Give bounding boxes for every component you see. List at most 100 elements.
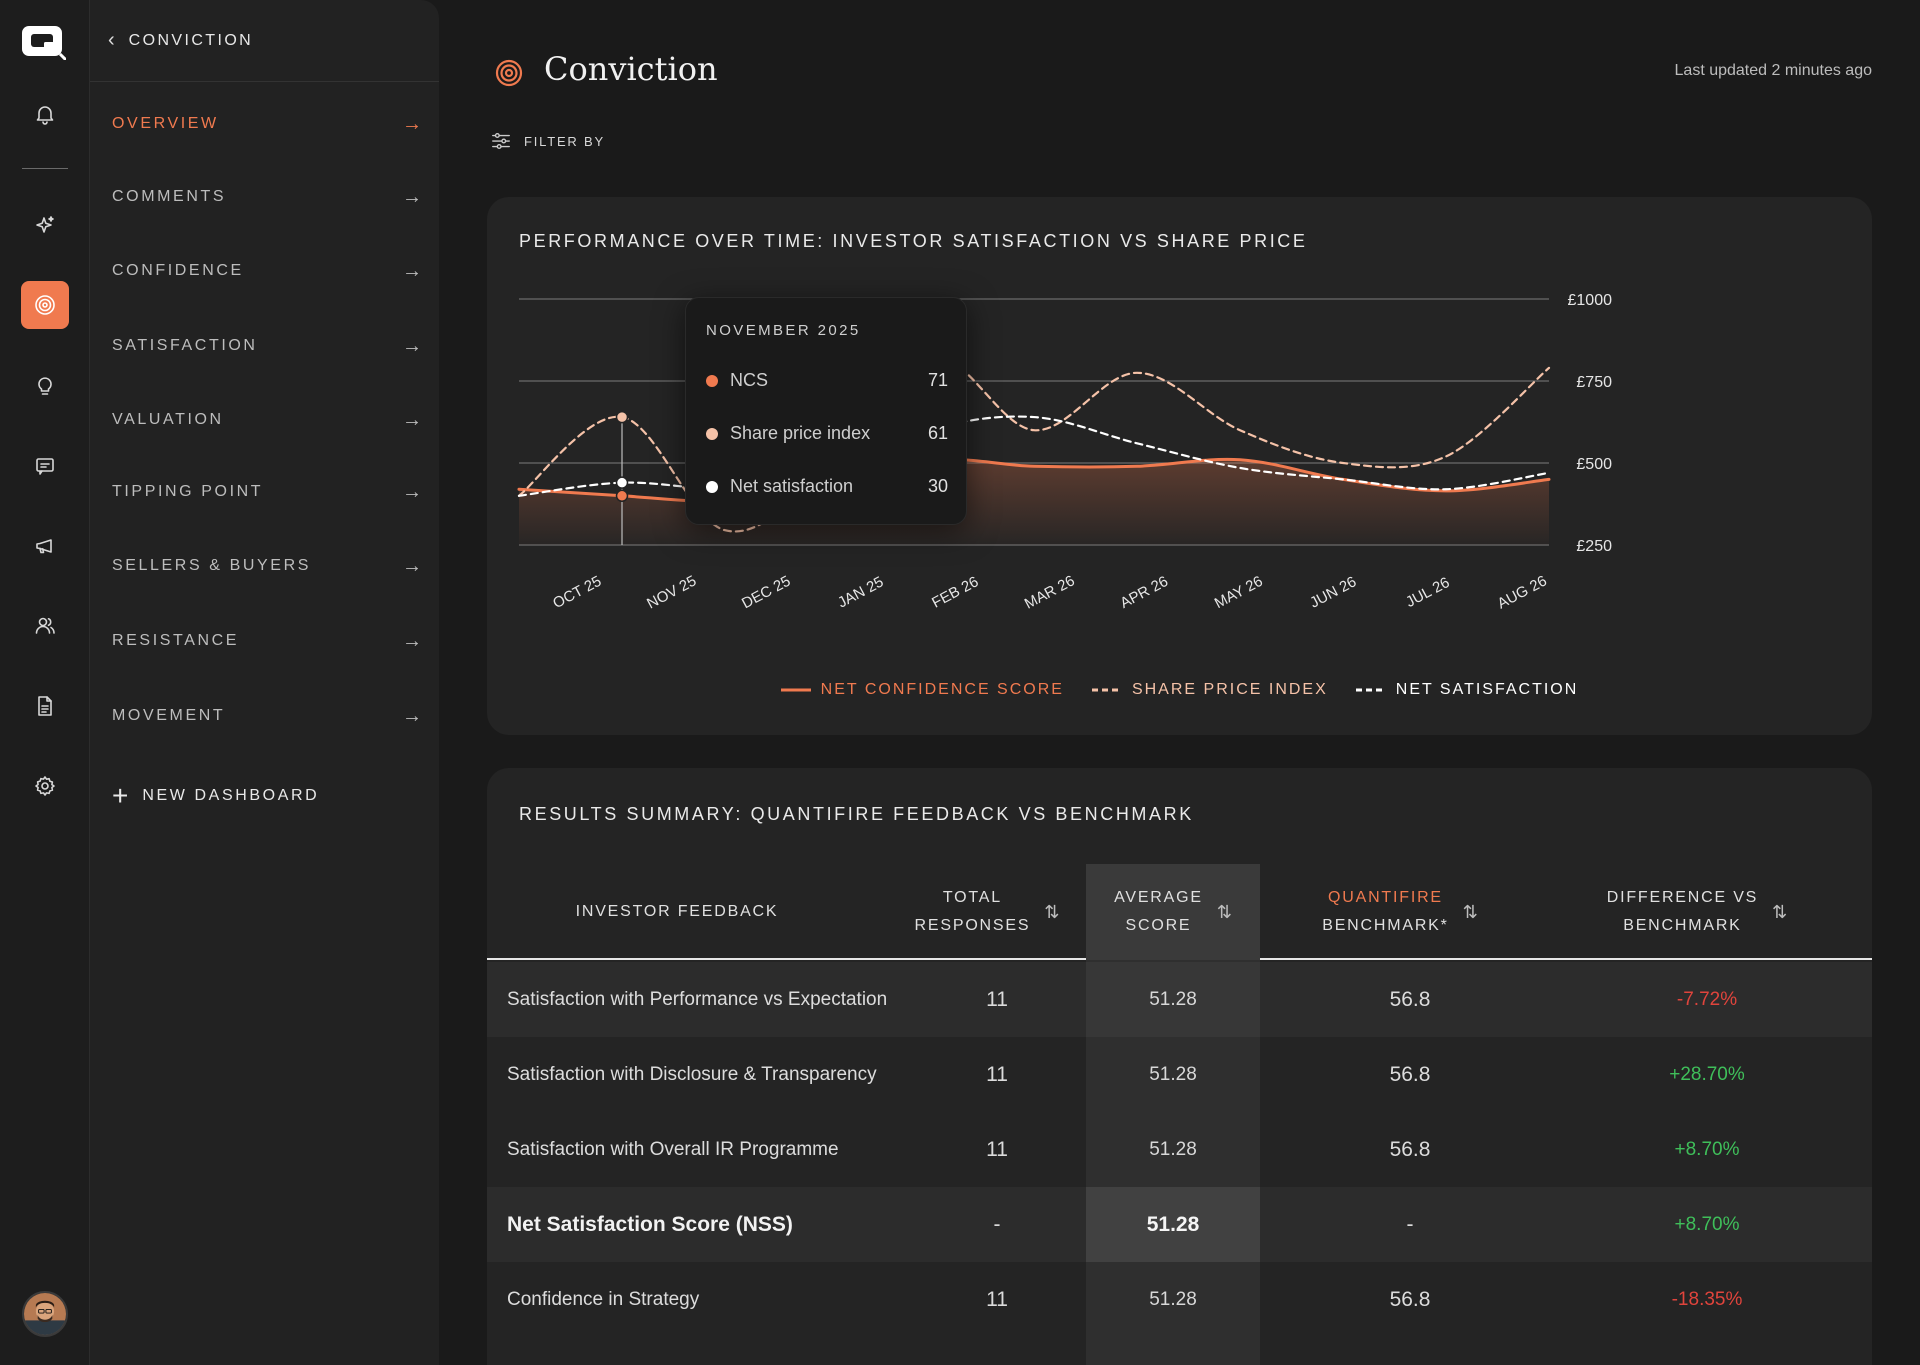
series-dot <box>706 374 718 387</box>
hover-point[interactable] <box>615 476 629 489</box>
arrow-right-icon: → <box>402 112 422 135</box>
th-label: QUANTIFIRE BENCHMARK* <box>1322 884 1448 940</box>
sparkle-icon[interactable] <box>21 202 69 250</box>
series-line-1[interactable] <box>517 355 1551 533</box>
th-line: DIFFERENCE VS <box>1606 889 1759 906</box>
megaphone-icon[interactable] <box>21 522 69 570</box>
filter-button[interactable]: FILTER BY <box>490 130 605 152</box>
nav-item-tipping-point[interactable]: TIPPING POINT → <box>112 472 422 512</box>
cell-difference: +28.70% <box>1669 1063 1745 1085</box>
section-nav: ‹ CONVICTION OVERVIEW → COMMENTS → CONFI… <box>90 0 439 1365</box>
legend-item-share-price[interactable]: SHARE PRICE INDEX <box>1091 681 1328 699</box>
bell-icon[interactable] <box>21 90 69 138</box>
th-line: BENCHMARK <box>1623 917 1742 934</box>
legend-label: SHARE PRICE INDEX <box>1131 681 1328 698</box>
nav-item-overview[interactable]: OVERVIEW → <box>112 104 422 144</box>
cell-average: 51.28 <box>1146 1212 1200 1236</box>
th-investor-feedback: INVESTOR FEEDBACK <box>487 864 867 960</box>
hover-point[interactable] <box>615 410 629 424</box>
nav-item-resistance[interactable]: RESISTANCE → <box>112 621 422 661</box>
y-tick-label: £1000 <box>1568 292 1613 309</box>
cell-feedback: Net Satisfaction Score (NSS) <box>507 1212 793 1236</box>
th-line: TOTAL <box>942 889 1002 906</box>
th-line: BENCHMARK* <box>1322 917 1449 934</box>
th-average-score[interactable]: AVERAGE SCORE ⇅ <box>1086 864 1260 960</box>
average-cell-highlight <box>1086 1187 1260 1262</box>
nav-item-satisfaction[interactable]: SATISFACTION → <box>112 326 422 366</box>
cell-difference: +8.70% <box>1674 1138 1740 1160</box>
arrow-right-icon: → <box>402 259 422 282</box>
nav-item-valuation[interactable]: VALUATION → <box>112 400 422 440</box>
table-row-summary[interactable]: Net Satisfaction Score (NSS) - 51.28 - +… <box>487 1187 1872 1262</box>
nav-item-label: COMMENTS <box>112 188 227 205</box>
sliders-icon <box>492 132 510 150</box>
users-icon[interactable] <box>21 602 69 650</box>
nav-title: CONVICTION <box>128 31 254 49</box>
cell-average: 51.28 <box>1149 988 1197 1010</box>
tooltip-title: NOVEMBER 2025 <box>706 322 861 339</box>
y-tick-label: £500 <box>1576 456 1612 473</box>
page-title: Conviction <box>544 50 718 88</box>
cell-difference: +8.70% <box>1674 1213 1740 1235</box>
target-icon[interactable] <box>21 281 69 329</box>
user-avatar[interactable] <box>22 1291 68 1337</box>
arrow-right-icon: → <box>402 554 422 577</box>
nav-item-comments[interactable]: COMMENTS → <box>112 177 422 217</box>
last-updated-text: Last updated 2 minutes ago <box>1674 62 1872 79</box>
x-tick-label: JUN 26 <box>1307 573 1359 611</box>
th-label: TOTAL RESPONSES <box>915 884 1031 940</box>
icon-rail <box>0 0 90 1365</box>
arrow-right-icon: → <box>402 408 422 431</box>
legend-item-ncs[interactable]: NET CONFIDENCE SCORE <box>780 681 1064 699</box>
x-tick-label: MAY 26 <box>1212 573 1266 612</box>
legend-label: NET CONFIDENCE SCORE <box>820 681 1064 698</box>
table-row[interactable]: Satisfaction with Overall IR Programme 1… <box>487 1112 1872 1187</box>
legend-item-net-satisfaction[interactable]: NET SATISFACTION <box>1355 681 1579 699</box>
nav-item-label: CONFIDENCE <box>112 262 244 279</box>
new-dashboard-button[interactable]: + NEW DASHBOARD <box>112 782 319 810</box>
th-label: DIFFERENCE VS BENCHMARK <box>1607 884 1758 940</box>
cell-feedback: Confidence in Strategy <box>507 1288 700 1310</box>
nav-item-sellers-buyers[interactable]: SELLERS & BUYERS → <box>112 546 422 586</box>
cell-feedback: Satisfaction with Overall IR Programme <box>507 1138 839 1160</box>
cell-average: 51.28 <box>1149 1138 1197 1160</box>
y-tick-label: £750 <box>1576 374 1612 391</box>
plus-icon: + <box>112 780 129 811</box>
hover-point[interactable] <box>615 489 629 503</box>
table-header: INVESTOR FEEDBACK TOTAL RESPONSES ⇅ AVERA… <box>487 864 1872 960</box>
nav-item-confidence[interactable]: CONFIDENCE → <box>112 251 422 291</box>
th-line: SCORE <box>1125 917 1192 934</box>
chat-icon[interactable] <box>21 442 69 490</box>
sort-icon[interactable]: ⇅ <box>1772 902 1788 922</box>
sort-icon[interactable]: ⇅ <box>1462 902 1478 922</box>
th-quantifire-benchmark[interactable]: QUANTIFIRE BENCHMARK* ⇅ <box>1260 864 1540 960</box>
th-total-responses[interactable]: TOTAL RESPONSES ⇅ <box>907 864 1067 960</box>
sort-icon[interactable]: ⇅ <box>1216 902 1232 922</box>
x-tick-label: JUL 26 <box>1403 574 1452 611</box>
table-row[interactable]: Satisfaction with Disclosure & Transpare… <box>487 1037 1872 1112</box>
cell-total: 11 <box>986 987 1008 1011</box>
cell-benchmark: 56.8 <box>1389 1287 1431 1311</box>
legend-swatch <box>1355 688 1386 692</box>
table-row[interactable]: Satisfaction with Performance vs Expecta… <box>487 962 1872 1037</box>
cell-average: 51.28 <box>1149 1288 1197 1310</box>
lightbulb-icon[interactable] <box>21 362 69 410</box>
target-icon <box>494 58 524 88</box>
nav-item-movement[interactable]: MOVEMENT → <box>112 696 422 736</box>
th-line: AVERAGE <box>1114 889 1203 906</box>
gear-icon[interactable] <box>21 762 69 810</box>
x-tick-label: FEB 26 <box>929 573 981 611</box>
sort-icon[interactable]: ⇅ <box>1044 902 1060 922</box>
chart-tooltip: NOVEMBER 2025 NCS 71 Share price index 6… <box>685 297 967 525</box>
app-logo[interactable] <box>20 24 68 62</box>
nav-back-button[interactable]: ‹ CONVICTION <box>90 0 439 82</box>
cell-feedback: Satisfaction with Disclosure & Transpare… <box>507 1063 877 1085</box>
cell-benchmark: 56.8 <box>1389 987 1431 1011</box>
chart-title: PERFORMANCE OVER TIME: INVESTOR SATISFAC… <box>519 231 1308 251</box>
tooltip-row-value: 71 <box>927 370 948 390</box>
document-icon[interactable] <box>21 682 69 730</box>
table-row[interactable]: Confidence in Strategy 11 51.28 56.8 -18… <box>487 1262 1872 1337</box>
nav-item-label: MOVEMENT <box>112 707 226 724</box>
th-difference-vs-benchmark[interactable]: DIFFERENCE VS BENCHMARK ⇅ <box>1597 864 1797 960</box>
